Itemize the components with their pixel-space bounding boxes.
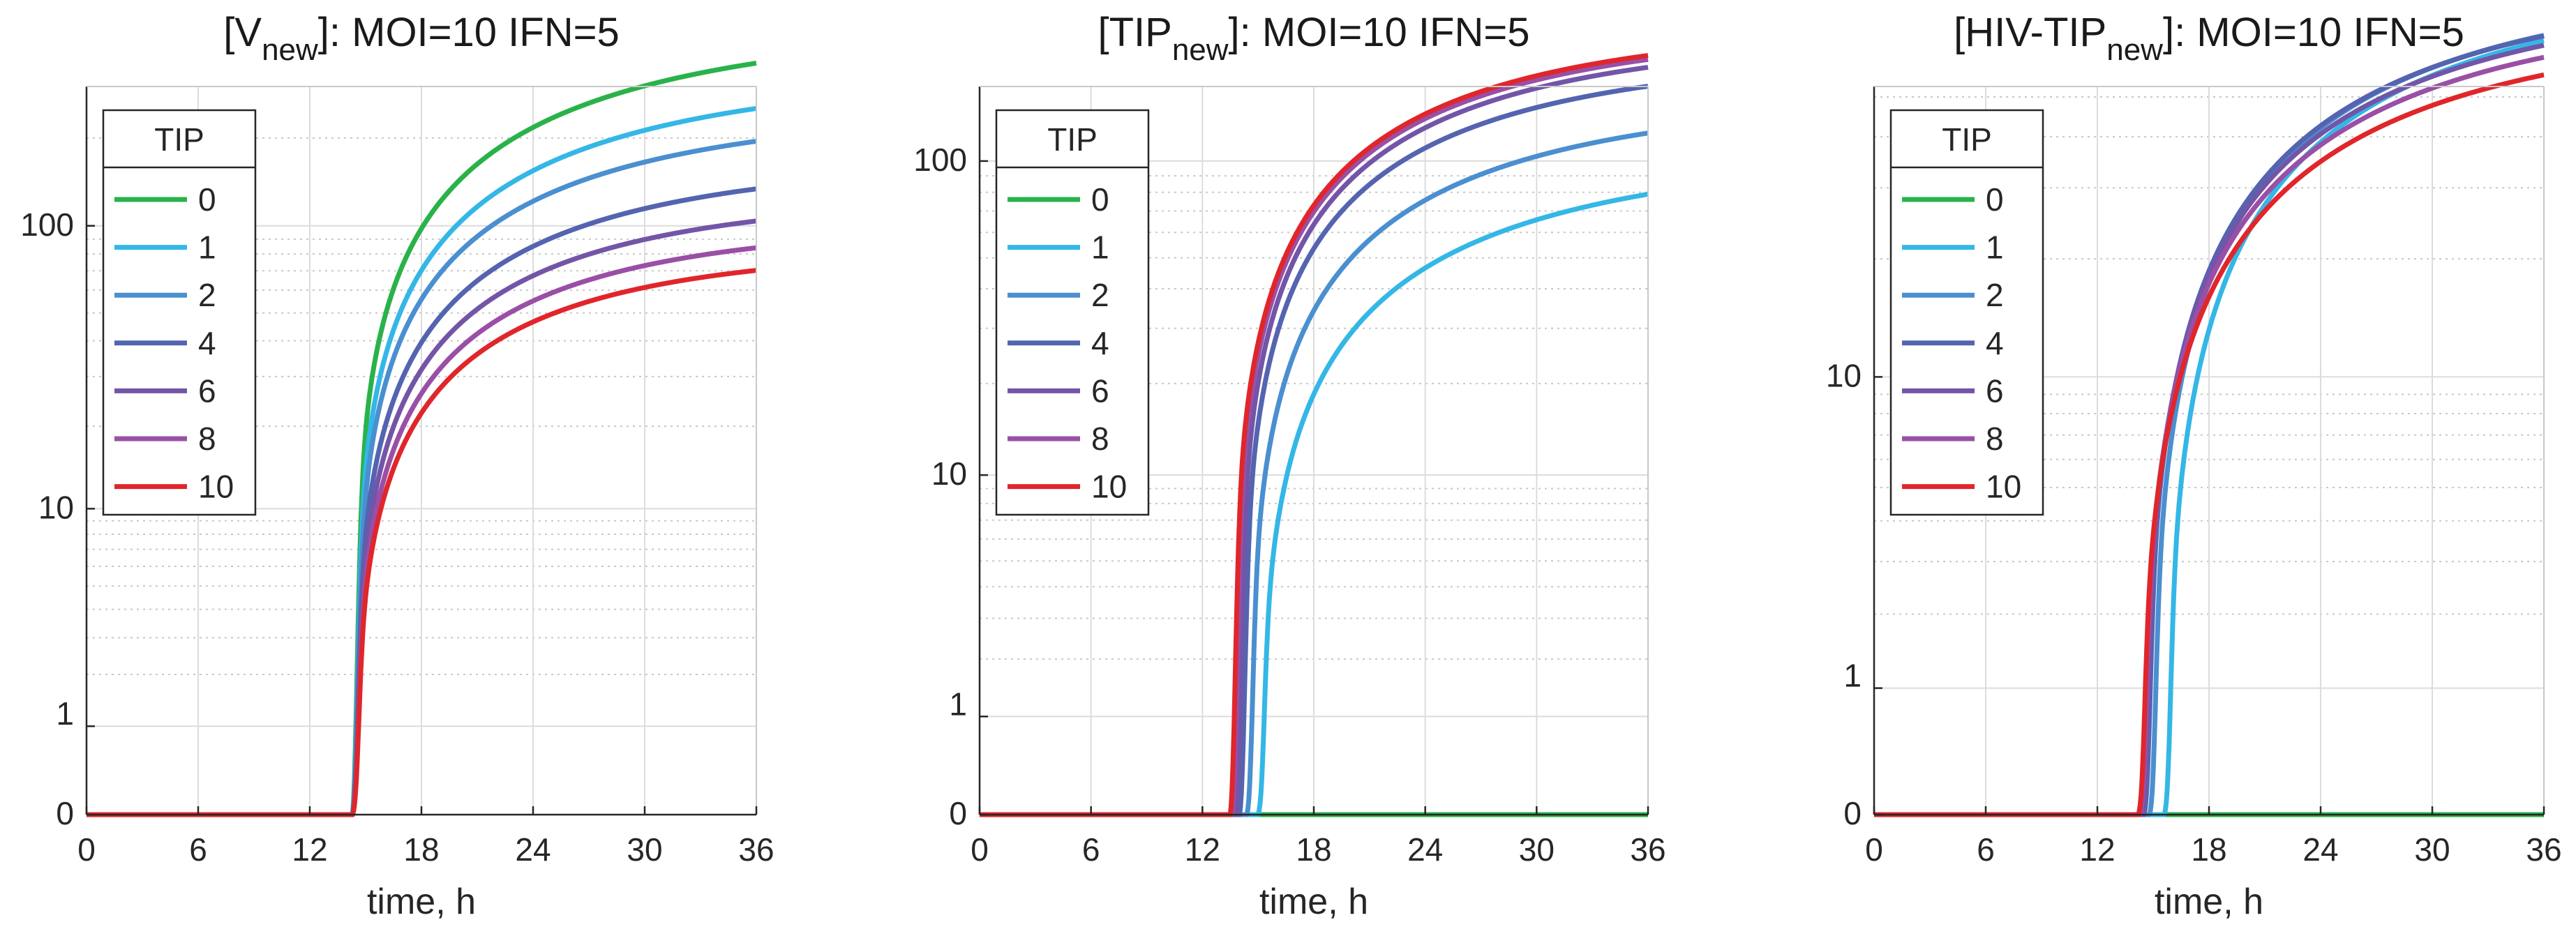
ticks: 0 6 12 18 24 30 36 0 1 10 <box>1826 357 2562 868</box>
legend-label-tip-4: 4 <box>1091 325 1109 361</box>
y-tick-label: 1 <box>1843 658 1862 694</box>
chart-title-rest: ]: MOI=10 IFN=5 <box>1229 10 1530 55</box>
x-tick-label: 24 <box>1407 831 1443 868</box>
legend-label-tip-8: 8 <box>198 421 216 457</box>
chart-title-subscript: new <box>2106 33 2163 67</box>
y-tick-label: 10 <box>38 489 74 525</box>
legend-label-tip-1: 1 <box>1986 229 2004 266</box>
legend-label-tip-0: 0 <box>1091 181 1109 218</box>
chart-title-rest: ]: MOI=10 IFN=5 <box>2163 10 2464 55</box>
legend-label-tip-0: 0 <box>1986 181 2004 218</box>
legend-label-tip-2: 2 <box>1091 277 1109 313</box>
x-tick-label: 18 <box>1296 831 1331 868</box>
chart-title-main: [TIP <box>1098 10 1171 55</box>
legend-label-tip-6: 6 <box>1091 372 1109 409</box>
legend-title: TIP <box>1942 121 1992 158</box>
x-tick-label: 24 <box>2302 831 2338 868</box>
legend-label-tip-6: 6 <box>198 372 216 409</box>
x-tick-label: 6 <box>1082 831 1100 868</box>
legend: TIP 0 1 2 4 6 8 10 <box>995 109 1150 516</box>
chart-title-subscript: new <box>1172 33 1229 67</box>
legend-label-tip-10: 10 <box>1091 469 1127 505</box>
legend-box <box>1889 109 2044 516</box>
y-tick-label: 10 <box>1826 357 1862 393</box>
legend-box <box>102 109 257 516</box>
legend-label-tip-1: 1 <box>1091 229 1109 266</box>
legend-title: TIP <box>154 121 204 158</box>
y-tick-label: 100 <box>20 206 74 243</box>
x-axis-label: time, h <box>367 882 476 922</box>
legend-label-tip-1: 1 <box>198 229 216 266</box>
x-tick-label: 18 <box>2191 831 2226 868</box>
legend-label-tip-10: 10 <box>198 469 234 505</box>
y-tick-label: 1 <box>56 695 74 732</box>
grid <box>1873 86 2545 815</box>
x-tick-label: 36 <box>2526 831 2561 868</box>
x-tick-label: 12 <box>292 831 327 868</box>
legend-label-tip-10: 10 <box>1986 469 2021 505</box>
legend-label-tip-2: 2 <box>198 277 216 313</box>
x-axis-label: time, h <box>2155 882 2263 922</box>
y-tick-label: 100 <box>913 142 967 178</box>
legend-label-tip-8: 8 <box>1986 421 2004 457</box>
x-tick-label: 30 <box>627 831 662 868</box>
x-axis-label: time, h <box>1259 882 1368 922</box>
legend-label-tip-2: 2 <box>1986 277 2004 313</box>
y-tick-label: 1 <box>949 686 967 722</box>
x-tick-label: 36 <box>1630 831 1665 868</box>
legend-title: TIP <box>1047 121 1098 158</box>
legend: TIP 0 1 2 4 6 8 10 <box>1889 109 2044 516</box>
y-tick-label: 0 <box>1843 795 1862 831</box>
y-tick-label: 0 <box>56 795 74 831</box>
legend-label-tip-8: 8 <box>1091 421 1109 457</box>
x-tick-label: 30 <box>1519 831 1555 868</box>
x-tick-label: 36 <box>738 831 774 868</box>
legend-box <box>995 109 1150 516</box>
y-tick-label: 10 <box>931 455 967 492</box>
legend-label-tip-4: 4 <box>198 325 216 361</box>
x-tick-label: 18 <box>403 831 439 868</box>
legend: TIP 0 1 2 4 6 8 10 <box>102 109 257 516</box>
x-tick-label: 12 <box>1185 831 1220 868</box>
x-tick-label: 6 <box>1977 831 1995 868</box>
x-tick-label: 30 <box>2414 831 2450 868</box>
x-tick-label: 24 <box>515 831 551 868</box>
y-tick-label: 0 <box>949 795 967 831</box>
x-tick-label: 0 <box>971 831 989 868</box>
chart-title-rest: ]: MOI=10 IFN=5 <box>318 10 620 55</box>
chart-title: [TIPnew]: MOI=10 IFN=5 <box>1098 10 1529 67</box>
chart-title-subscript: new <box>262 33 318 67</box>
x-tick-label: 0 <box>1865 831 1883 868</box>
x-tick-label: 12 <box>2079 831 2115 868</box>
chart-title: [HIV-TIPnew]: MOI=10 IFN=5 <box>1954 10 2464 67</box>
legend-label-tip-4: 4 <box>1986 325 2004 361</box>
legend-label-tip-6: 6 <box>1986 372 2004 409</box>
chart-title-main: [V <box>223 10 262 55</box>
x-tick-label: 0 <box>77 831 96 868</box>
legend-label-tip-0: 0 <box>198 181 216 218</box>
chart-title: [Vnew]: MOI=10 IFN=5 <box>223 10 619 67</box>
x-tick-label: 6 <box>189 831 207 868</box>
chart-title-main: [HIV-TIP <box>1954 10 2106 55</box>
